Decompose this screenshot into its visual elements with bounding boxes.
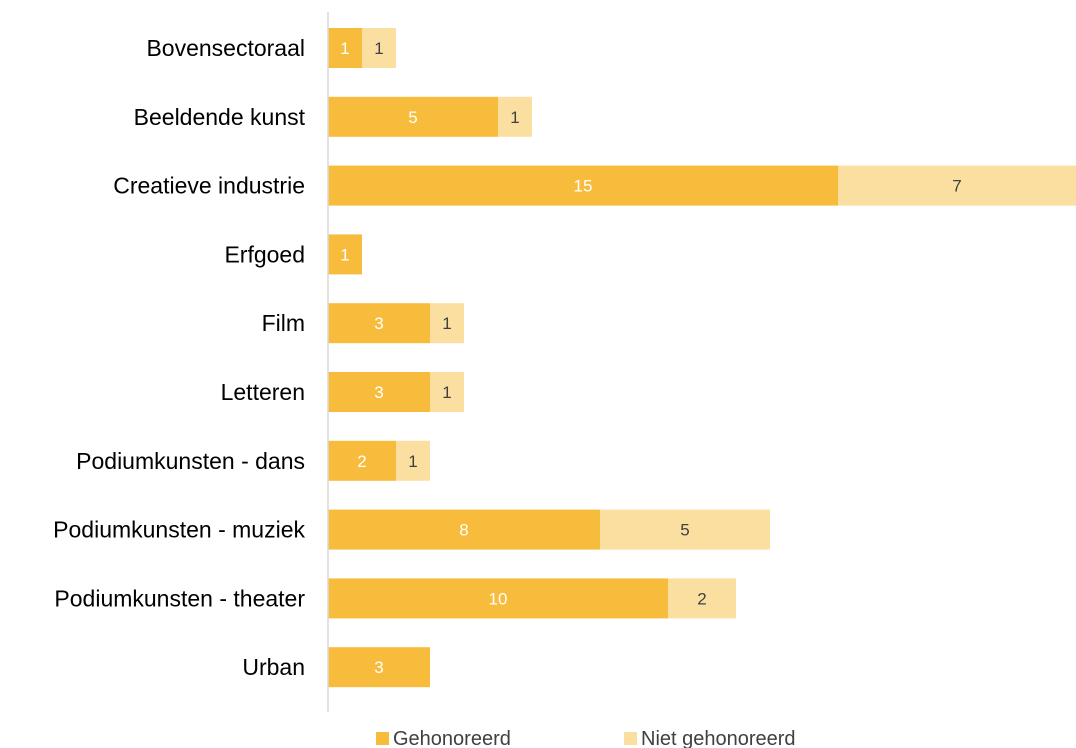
bars: 1 15 115 713 13 12 18 510 23: [328, 28, 1076, 688]
bar-gehonoreerd-podiumkunsten-dans: [328, 440, 396, 481]
bar-niet-gehonoreerd-podiumkunsten-muziek: [600, 509, 770, 550]
category-label-podiumkunsten-theater: Podiumkunsten - theater: [54, 585, 305, 611]
bar-niet-gehonoreerd-podiumkunsten-theater: [668, 578, 736, 619]
bar-gehonoreerd-podiumkunsten-muziek: [328, 509, 600, 550]
data-label-gehonoreerd-podiumkunsten-dans: 2: [357, 452, 366, 471]
category-label-podiumkunsten-muziek: Podiumkunsten - muziek: [53, 517, 305, 543]
legend-label-gehonoreerd: Gehonoreerd: [393, 728, 511, 748]
bar-gehonoreerd-urban: [328, 647, 430, 688]
bar-niet-gehonoreerd-film: [430, 303, 464, 344]
legend-item-gehonoreerd: Gehonoreerd: [376, 728, 511, 748]
category-label-creatieve-industrie: Creatieve industrie: [113, 173, 305, 199]
category-label-erfgoed: Erfgoed: [224, 241, 305, 267]
data-label-gehonoreerd-urban: 3: [374, 658, 383, 677]
data-label-gehonoreerd-beeldende-kunst: 5: [408, 108, 417, 127]
bar-gehonoreerd-podiumkunsten-theater: [328, 578, 668, 619]
bar-gehonoreerd-beeldende-kunst: [328, 96, 498, 137]
category-label-bovensectoraal: Bovensectoraal: [146, 35, 305, 61]
data-label-niet-gehonoreerd-creatieve-industrie: 7: [952, 177, 961, 196]
legend-swatch-niet-gehonoreerd: [624, 732, 637, 745]
data-label-gehonoreerd-podiumkunsten-theater: 10: [489, 589, 508, 608]
bar-niet-gehonoreerd-podiumkunsten-dans: [396, 440, 430, 481]
data-label-niet-gehonoreerd-film: 1: [442, 314, 451, 333]
legend-swatch-gehonoreerd: [376, 732, 389, 745]
bar-gehonoreerd-creatieve-industrie: [328, 165, 838, 206]
data-label-gehonoreerd-creatieve-industrie: 15: [574, 177, 593, 196]
bar-gehonoreerd-film: [328, 303, 430, 344]
category-label-podiumkunsten-dans: Podiumkunsten - dans: [76, 448, 305, 474]
category-label-letteren: Letteren: [221, 379, 305, 405]
data-label-niet-gehonoreerd-beeldende-kunst: 1: [510, 108, 519, 127]
data-label-gehonoreerd-bovensectoraal: 1: [340, 39, 349, 58]
category-label-beeldende-kunst: Beeldende kunst: [134, 104, 306, 130]
category-label-film: Film: [262, 310, 305, 336]
category-labels: Bovensectoraal Beeldende kunst Creatieve i…: [53, 35, 305, 680]
bar-gehonoreerd-erfgoed: [328, 234, 362, 275]
data-label-niet-gehonoreerd-podiumkunsten-dans: 1: [408, 452, 417, 471]
data-label-gehonoreerd-letteren: 3: [374, 383, 383, 402]
legend-label-niet-gehonoreerd: Niet gehonoreerd: [641, 728, 796, 748]
data-label-gehonoreerd-film: 3: [374, 314, 383, 333]
bar-niet-gehonoreerd-beeldende-kunst: [498, 96, 532, 137]
bar-gehonoreerd-bovensectoraal: [328, 28, 362, 68]
data-label-niet-gehonoreerd-bovensectoraal: 1: [374, 39, 383, 58]
legend-item-niet-gehonoreerd: Niet gehonoreerd: [624, 728, 796, 748]
data-label-gehonoreerd-erfgoed: 1: [340, 245, 349, 264]
bar-niet-gehonoreerd-creatieve-industrie: [838, 165, 1076, 206]
data-label-gehonoreerd-podiumkunsten-muziek: 8: [459, 521, 468, 540]
bar-niet-gehonoreerd-letteren: [430, 372, 464, 412]
category-label-urban: Urban: [242, 654, 305, 680]
data-label-niet-gehonoreerd-letteren: 1: [442, 383, 451, 402]
data-label-niet-gehonoreerd-podiumkunsten-muziek: 5: [680, 521, 689, 540]
legend: Gehonoreerd Niet gehonoreerd: [376, 728, 796, 748]
bar-gehonoreerd-letteren: [328, 372, 430, 412]
bar-niet-gehonoreerd-bovensectoraal: [362, 28, 396, 68]
data-label-niet-gehonoreerd-podiumkunsten-theater: 2: [697, 589, 706, 608]
